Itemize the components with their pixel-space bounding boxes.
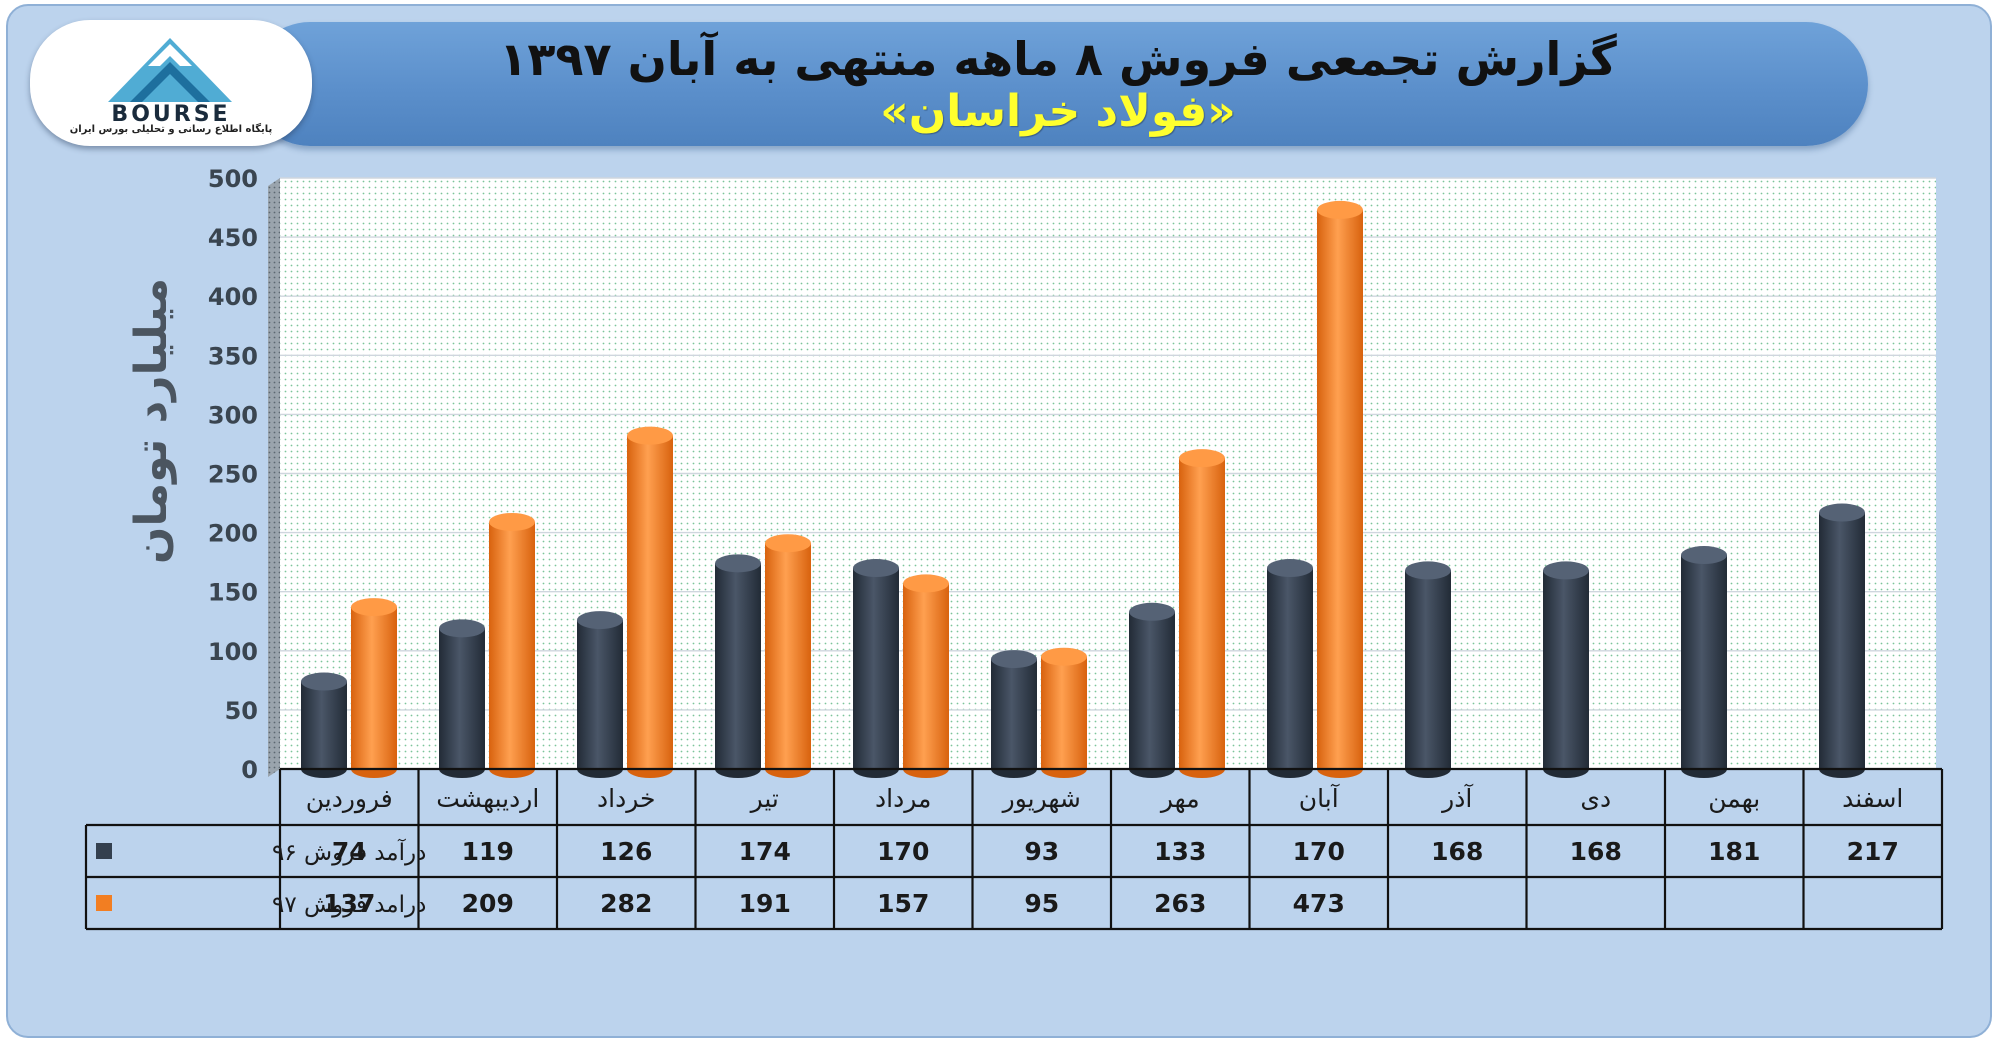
data-label: 282 <box>600 889 652 918</box>
legend-entry: درامد فروش ۹۷ <box>96 892 426 918</box>
legend-label: درآمد فروش ۹۶ <box>272 838 426 866</box>
bar-series1 <box>1681 546 1727 778</box>
sales-chart: 0 50 100 150 200 250 300 350 400 450 500 میلیارد ت… <box>84 165 1944 931</box>
bar-series2 <box>765 534 811 778</box>
data-label: 191 <box>739 889 791 918</box>
bourse-logo-icon: BOURSE <box>108 38 232 127</box>
data-label: 168 <box>1431 837 1483 866</box>
bar-series1 <box>853 559 899 778</box>
bar-series1 <box>301 672 347 778</box>
data-label: 263 <box>1154 889 1206 918</box>
y-tick-label: 150 <box>208 579 258 607</box>
logo-caption: پایگاه اطلاع رسانی و تحلیلی بورس ایران <box>69 124 273 135</box>
y-axis-ticks: 0 50 100 150 200 250 300 350 400 450 500 <box>208 165 258 784</box>
bar-series1 <box>1819 503 1865 778</box>
bar-series1 <box>1405 561 1451 778</box>
report-frame: گزارش تجمعی فروش ۸ ماهه منتهی به آبان ۱۳… <box>6 4 1992 1038</box>
y-tick-label: 400 <box>208 283 258 311</box>
y-tick-label: 100 <box>208 638 258 666</box>
data-label: 137 <box>323 889 375 918</box>
bar-series2 <box>1041 647 1087 778</box>
report-title: گزارش تجمعی فروش ۸ ماهه منتهی به آبان ۱۳… <box>499 32 1617 86</box>
data-label: 126 <box>600 837 652 866</box>
data-label: 74 <box>332 837 367 866</box>
legend-swatch <box>96 843 112 859</box>
y-tick-label: 450 <box>208 224 258 252</box>
bar-series1 <box>991 650 1037 778</box>
bar-series1 <box>1129 602 1175 778</box>
y-tick-label: 350 <box>208 342 258 370</box>
data-label: 93 <box>1024 837 1059 866</box>
data-label: 170 <box>1293 837 1345 866</box>
bar-series2 <box>351 598 397 778</box>
x-category-label: آبان <box>1299 783 1340 813</box>
y-tick-label: 200 <box>208 520 258 548</box>
company-name: «فولاد خراسان» <box>880 86 1236 137</box>
data-label: 181 <box>1708 837 1760 866</box>
bar-series2 <box>627 426 673 778</box>
data-label: 217 <box>1847 837 1899 866</box>
bourse-logo: BOURSE پایگاه اطلاع رسانی و تحلیلی بورس … <box>30 20 312 146</box>
data-label: 95 <box>1024 889 1059 918</box>
x-category-label: تیر <box>749 784 779 813</box>
legend-entry: درآمد فروش ۹۶ <box>96 838 426 866</box>
bar-series2 <box>1179 449 1225 778</box>
bar-series1 <box>1543 561 1589 778</box>
data-label: 133 <box>1154 837 1206 866</box>
bar-series2 <box>1317 200 1363 778</box>
data-label: 170 <box>877 837 929 866</box>
legend-swatch <box>96 895 112 911</box>
y-tick-label: 250 <box>208 461 258 489</box>
data-label: 157 <box>877 889 929 918</box>
bar-series1 <box>1267 559 1313 778</box>
bar-series1 <box>715 554 761 778</box>
legend-label: درامد فروش ۹۷ <box>272 892 426 918</box>
data-label: 174 <box>739 837 791 866</box>
logo-text: BOURSE <box>111 102 230 127</box>
y-tick-label: 500 <box>208 165 258 193</box>
data-label: 209 <box>462 889 514 918</box>
x-category-label: اردیبهشت <box>436 784 539 814</box>
data-label: 473 <box>1293 889 1345 918</box>
x-category-label: مهر <box>1159 784 1200 814</box>
x-category-label: مرداد <box>875 784 931 813</box>
bar-series1 <box>577 611 623 778</box>
bar-series1 <box>439 619 485 778</box>
x-category-label: اسفند <box>1842 784 1903 813</box>
data-label: 168 <box>1570 837 1622 866</box>
data-label: 119 <box>462 837 514 866</box>
x-category-label: آذر <box>1440 783 1473 813</box>
data-table: فروردین اردیبهشت خرداد تیر مرداد شهریور مهر آبا… <box>84 767 1944 931</box>
bar-series2 <box>489 512 535 778</box>
bar-series2 <box>903 574 949 778</box>
y-tick-label: 50 <box>225 697 258 725</box>
plot-side-wall <box>268 178 280 777</box>
x-category-label: شهریور <box>1001 784 1081 814</box>
y-tick-label: 0 <box>241 756 258 784</box>
y-tick-label: 300 <box>208 401 258 429</box>
title-banner: گزارش تجمعی فروش ۸ ماهه منتهی به آبان ۱۳… <box>248 22 1868 146</box>
x-category-label: دی <box>1580 784 1611 813</box>
x-category-label: خرداد <box>597 784 655 813</box>
y-axis-label: میلیارد تومان <box>126 278 177 564</box>
x-category-label: فروردین <box>306 784 393 814</box>
x-category-label: بهمن <box>1708 784 1760 814</box>
